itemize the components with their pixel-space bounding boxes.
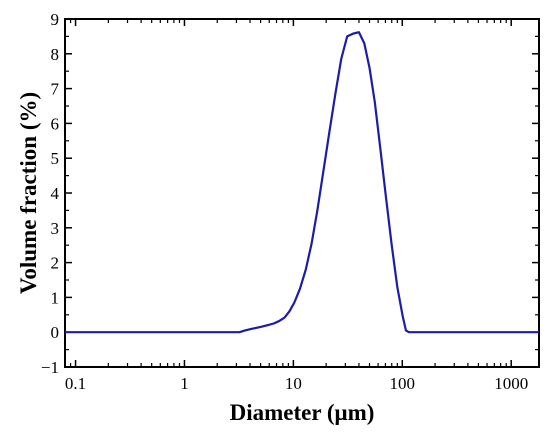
y-tick-label: 9 (51, 10, 60, 29)
x-tick-label: 1000 (494, 374, 528, 393)
y-tick-label: 4 (51, 184, 60, 203)
y-tick-label: 0 (51, 323, 60, 342)
series-line (65, 31, 539, 334)
y-tick-label: 6 (51, 114, 60, 133)
y-tick-label: −1 (41, 358, 59, 377)
x-tick-label: 1 (180, 374, 189, 393)
x-tick-labels: 0.1 1 10 100 1000 (65, 374, 528, 393)
x-tick-label: 100 (390, 374, 416, 393)
plot-frame (64, 18, 540, 368)
y-tick-label: 3 (51, 219, 60, 238)
x-tick-label: 0.1 (65, 374, 86, 393)
tick-marks (65, 18, 539, 368)
y-tick-label: 5 (51, 149, 60, 168)
y-tick-label: 8 (51, 45, 60, 64)
x-tick-label: 10 (285, 374, 302, 393)
series-group (65, 31, 539, 334)
y-tick-label: 1 (51, 288, 60, 307)
y-tick-labels: −1 0 1 2 3 4 5 6 7 8 9 (41, 10, 60, 377)
x-axis-title: Diameter (μm) (230, 400, 375, 425)
y-tick-label: 7 (51, 80, 60, 99)
y-tick-label: 2 (51, 254, 60, 273)
y-axis-title: Volume fraction (%) (16, 92, 41, 294)
